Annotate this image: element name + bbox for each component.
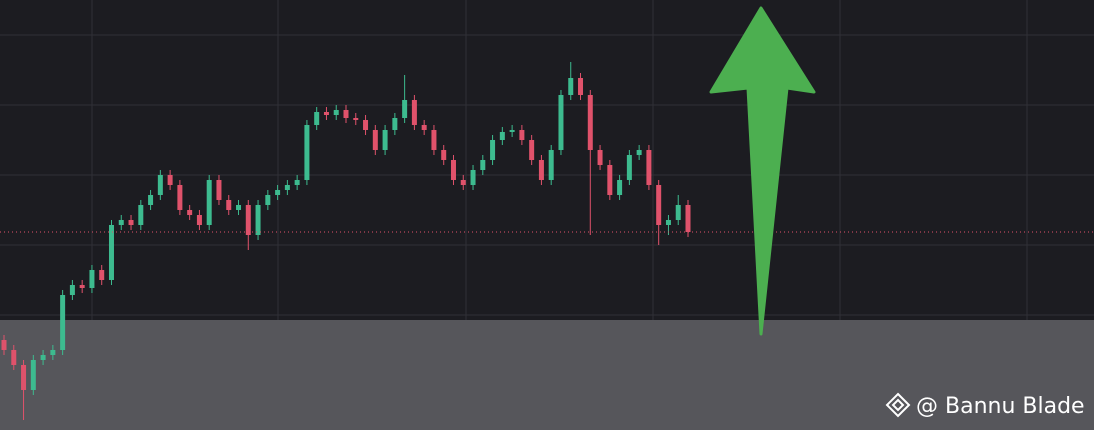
candle-body (245, 205, 251, 235)
candle-body (480, 160, 486, 170)
candle-body (509, 130, 515, 132)
candle-body (607, 165, 613, 195)
candle-body (460, 180, 466, 185)
candle-body (216, 180, 222, 200)
candle-body (60, 295, 66, 350)
watermark: @ Bannu Blade (916, 394, 1085, 419)
candle-body (323, 112, 329, 115)
candle-body (294, 180, 300, 185)
candle-body (372, 130, 378, 150)
candle-body (89, 270, 95, 288)
candle-body (187, 210, 193, 215)
candle-body (421, 125, 427, 130)
candle-body (450, 160, 456, 180)
candle-body (206, 180, 212, 225)
candle-body (138, 205, 144, 225)
up-arrow (709, 6, 816, 336)
candle-body (30, 360, 36, 390)
candle-body (685, 205, 691, 232)
candle-body (157, 175, 163, 195)
candle-body (226, 200, 232, 210)
candle-body (490, 140, 496, 160)
candle-body (656, 185, 662, 225)
candle-body (1, 340, 7, 350)
candle-body (236, 205, 242, 210)
candle-body (304, 125, 310, 180)
watermark-logo (885, 392, 911, 418)
candle-body (11, 350, 17, 365)
candle-body (626, 155, 632, 180)
candle-body (646, 150, 652, 185)
candle-body (363, 120, 369, 130)
candle-body (21, 365, 27, 390)
candle-body (587, 95, 593, 150)
candle-body (568, 78, 574, 95)
candle-body (392, 118, 398, 130)
candle-body (196, 215, 202, 225)
candle-body (265, 195, 271, 205)
candle-body (402, 100, 408, 118)
candle-body (255, 205, 261, 235)
candle-body (40, 355, 46, 360)
candle-body (499, 132, 505, 140)
candle-body (79, 285, 85, 288)
candle-body (665, 220, 671, 225)
candle-body (314, 112, 320, 125)
candle-body (529, 140, 535, 160)
candle-body (343, 110, 349, 118)
candle-body (548, 150, 554, 180)
candle-body (128, 220, 134, 225)
candle-body (118, 220, 124, 225)
candle-body (353, 118, 359, 120)
candle-body (558, 95, 564, 150)
candle-body (108, 225, 114, 280)
candle-body (470, 170, 476, 185)
candle-body (441, 150, 447, 160)
candle-body (431, 130, 437, 150)
candle-body (69, 285, 75, 295)
candle-body (275, 190, 281, 195)
candle-body (284, 185, 290, 190)
candle-body (597, 150, 603, 165)
candle-body (148, 195, 154, 205)
candle-body (636, 150, 642, 155)
candle-body (411, 100, 417, 125)
candle-body (167, 175, 173, 185)
candle-body (99, 270, 105, 280)
candle-body (538, 160, 544, 180)
logo (885, 392, 911, 418)
candle-body (333, 110, 339, 115)
candle-body (519, 130, 525, 140)
highlight-zone (0, 320, 1094, 430)
candle-body (177, 185, 183, 210)
candle-body (50, 350, 56, 355)
candle-body (617, 180, 623, 195)
candle-body (578, 78, 584, 95)
candle-body (382, 130, 388, 150)
candle-body (675, 205, 681, 220)
